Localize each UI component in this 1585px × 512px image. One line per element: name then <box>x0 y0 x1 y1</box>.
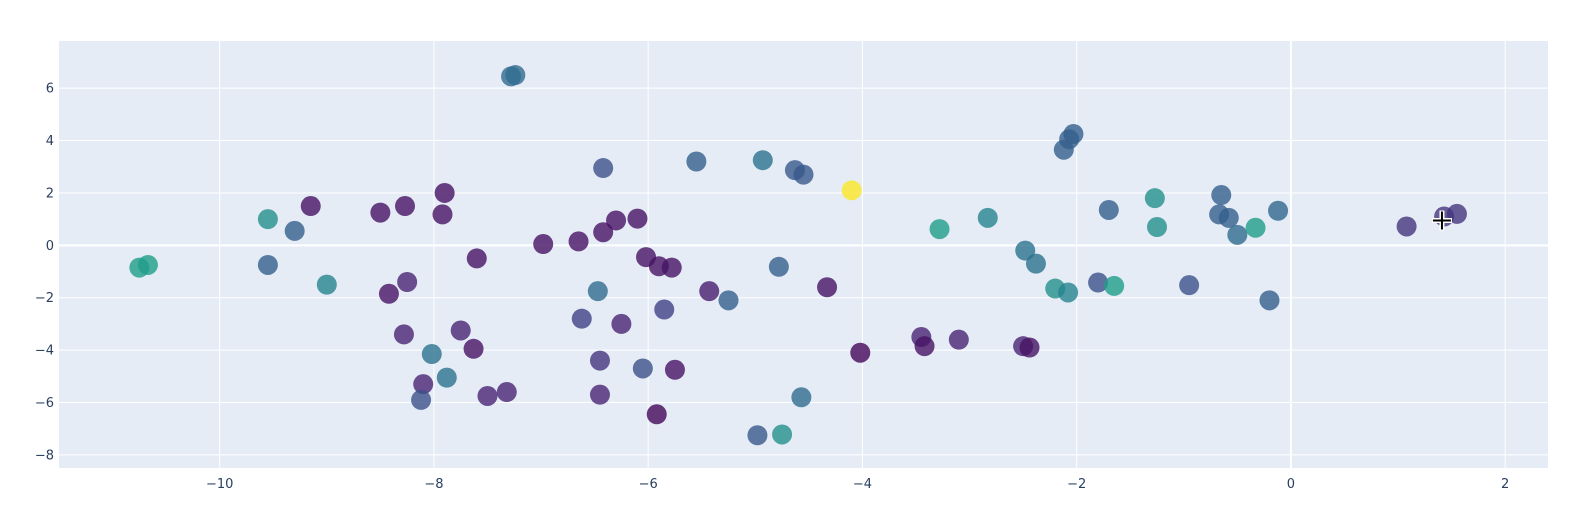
data-points[interactable] <box>129 65 1467 446</box>
data-point[interactable] <box>1104 275 1125 296</box>
data-point[interactable] <box>686 151 707 172</box>
data-point[interactable] <box>432 204 453 225</box>
data-point[interactable] <box>977 207 998 228</box>
data-point[interactable] <box>413 374 434 395</box>
data-point[interactable] <box>434 182 455 203</box>
data-point[interactable] <box>593 158 614 179</box>
data-point[interactable] <box>654 299 675 320</box>
data-point[interactable] <box>533 234 554 255</box>
data-point[interactable] <box>632 358 653 379</box>
crosshair-lines <box>1432 211 1451 230</box>
x-tick-label: −8 <box>424 477 443 492</box>
data-point[interactable] <box>568 231 589 252</box>
data-point[interactable] <box>393 324 414 345</box>
data-point[interactable] <box>791 387 812 408</box>
data-point[interactable] <box>587 281 608 302</box>
data-point[interactable] <box>589 384 610 405</box>
y-tick-label: −6 <box>35 396 54 411</box>
data-point[interactable] <box>436 367 457 388</box>
x-tick-label: 2 <box>1501 477 1509 492</box>
data-point[interactable] <box>1147 216 1168 237</box>
y-tick-label: 2 <box>46 186 54 201</box>
data-point[interactable] <box>699 281 720 302</box>
data-point[interactable] <box>1019 337 1040 358</box>
data-point[interactable] <box>466 248 487 269</box>
y-tick-label: −8 <box>35 448 54 463</box>
y-tick-label: 0 <box>46 239 54 254</box>
data-point[interactable] <box>300 196 321 217</box>
x-tick-label: 0 <box>1287 477 1295 492</box>
y-tick-label: 4 <box>46 134 54 149</box>
data-point[interactable] <box>768 256 789 277</box>
data-point[interactable] <box>661 257 682 278</box>
data-point[interactable] <box>257 254 278 275</box>
data-point[interactable] <box>817 277 838 298</box>
data-point[interactable] <box>718 290 739 311</box>
y-tick-label: 6 <box>46 82 54 97</box>
data-point[interactable] <box>316 274 337 295</box>
x-tick-label: −10 <box>206 477 233 492</box>
x-tick-label: −4 <box>853 477 872 492</box>
data-point[interactable] <box>611 313 632 334</box>
data-point[interactable] <box>1179 275 1200 296</box>
data-point[interactable] <box>395 196 416 217</box>
data-point[interactable] <box>772 424 793 445</box>
y-tick-label: −4 <box>35 344 54 359</box>
y-tick-label: −2 <box>35 291 54 306</box>
x-tick-label: −2 <box>1067 477 1086 492</box>
x-axis-tick-labels: −10 −8 −6 −4 −2 0 2 <box>206 477 1509 492</box>
data-point[interactable] <box>627 208 648 229</box>
data-point[interactable] <box>1098 199 1119 220</box>
data-point[interactable] <box>378 283 399 304</box>
data-point[interactable] <box>421 344 442 365</box>
data-point[interactable] <box>914 336 935 357</box>
data-point[interactable] <box>505 65 526 86</box>
data-point[interactable] <box>571 308 592 329</box>
data-point[interactable] <box>593 222 614 243</box>
data-point[interactable] <box>463 338 484 359</box>
data-point[interactable] <box>496 382 517 403</box>
data-point[interactable] <box>284 220 305 241</box>
grid-lines <box>59 41 1548 468</box>
data-point[interactable] <box>1025 253 1046 274</box>
data-point[interactable] <box>841 180 862 201</box>
data-point[interactable] <box>664 359 685 380</box>
data-point[interactable] <box>477 385 498 406</box>
data-point[interactable] <box>450 320 471 341</box>
data-point[interactable] <box>1088 272 1109 293</box>
data-point[interactable] <box>948 329 969 350</box>
data-point[interactable] <box>589 350 610 371</box>
data-point[interactable] <box>606 210 627 231</box>
data-point[interactable] <box>850 342 871 363</box>
data-point[interactable] <box>1245 217 1266 238</box>
data-point[interactable] <box>747 425 768 446</box>
data-point[interactable] <box>1144 188 1165 209</box>
y-axis-tick-labels: −8 −6 −4 −2 0 2 4 6 <box>35 82 54 464</box>
data-point[interactable] <box>1218 207 1239 228</box>
data-point[interactable] <box>1268 200 1289 221</box>
data-point[interactable] <box>1396 216 1417 237</box>
data-point[interactable] <box>1211 185 1232 206</box>
data-point[interactable] <box>646 404 667 425</box>
data-point[interactable] <box>752 150 773 171</box>
data-point[interactable] <box>411 389 432 410</box>
data-point[interactable] <box>1063 123 1084 144</box>
x-tick-label: −6 <box>639 477 658 492</box>
data-point[interactable] <box>137 254 158 275</box>
data-point[interactable] <box>1259 290 1280 311</box>
data-point[interactable] <box>397 272 418 293</box>
data-point[interactable] <box>793 164 814 185</box>
data-point[interactable] <box>1058 282 1079 303</box>
crosshair-cursor-icon <box>1431 210 1452 231</box>
data-point[interactable] <box>929 219 950 240</box>
data-point[interactable] <box>1227 224 1248 245</box>
data-point[interactable] <box>370 202 391 223</box>
data-point[interactable] <box>257 209 278 230</box>
